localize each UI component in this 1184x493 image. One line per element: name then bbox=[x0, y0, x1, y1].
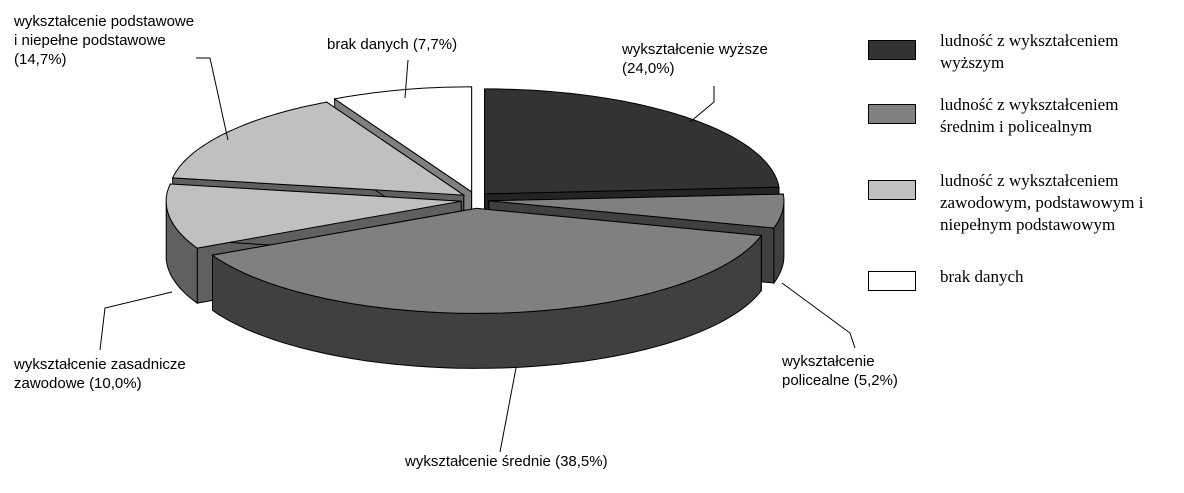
slice-label: wykształcenie podstawowe i niepełne pods… bbox=[14, 12, 199, 69]
slice-name: wykształcenie wyższe bbox=[622, 41, 768, 58]
legend-swatch bbox=[868, 104, 916, 124]
legend-text: ludność z wykształceniem średnim i polic… bbox=[940, 95, 1119, 136]
legend-text: brak danych bbox=[940, 267, 1024, 286]
slice-name: wykształcenie podstawowe i niepełne pods… bbox=[14, 13, 195, 49]
slice-name: brak danych bbox=[327, 36, 409, 53]
leader-line bbox=[404, 59, 409, 99]
legend-swatch bbox=[868, 40, 916, 60]
slice-label: wykształcenie policealne (5,2%) bbox=[782, 352, 942, 390]
legend-swatch bbox=[868, 180, 916, 200]
slice-name: wykształcenie policealne bbox=[782, 353, 875, 389]
slice bbox=[171, 101, 466, 196]
leader-line bbox=[99, 291, 173, 351]
legend-text: ludność z wykształceniem wyższym bbox=[940, 31, 1119, 72]
slice-name: wykształcenie średnie bbox=[405, 453, 551, 470]
leader-line bbox=[781, 282, 856, 349]
slice bbox=[211, 207, 763, 314]
slice-value: (10,0%) bbox=[89, 375, 142, 392]
slice-label: brak danych (7,7%) bbox=[327, 35, 527, 54]
leader-line bbox=[689, 86, 715, 123]
leader-line bbox=[196, 57, 229, 141]
leader-line bbox=[499, 367, 517, 453]
slice-label: wykształcenie średnie (38,5%) bbox=[405, 452, 635, 471]
slice-label: wykształcenie wyższe (24,0%) bbox=[622, 40, 812, 78]
slice bbox=[333, 86, 473, 193]
legend-swatch bbox=[868, 271, 916, 291]
slice-label: wykształcenie zasadnicze zawodowe (10,0%… bbox=[14, 355, 214, 393]
slice-value: (5,2%) bbox=[853, 372, 898, 389]
slice-name: wykształcenie zasadnicze zawodowe bbox=[14, 356, 186, 392]
slice bbox=[165, 183, 462, 249]
slice-value: (38,5%) bbox=[555, 453, 608, 470]
slice bbox=[488, 193, 785, 229]
legend-label: ludność z wykształceniem średnim i polic… bbox=[940, 94, 1165, 138]
legend-label: ludność z wykształceniem wyższym bbox=[940, 30, 1165, 74]
slice-value: (24,0%) bbox=[622, 60, 675, 77]
legend-label: ludność z wykształceniem zawodowym, pods… bbox=[940, 170, 1165, 236]
slice-value: (14,7%) bbox=[14, 51, 67, 68]
legend-label: brak danych bbox=[940, 266, 1165, 288]
legend-text: ludność z wykształceniem zawodowym, pods… bbox=[940, 171, 1144, 234]
slice-value: (7,7%) bbox=[412, 36, 458, 53]
slice bbox=[484, 88, 780, 195]
